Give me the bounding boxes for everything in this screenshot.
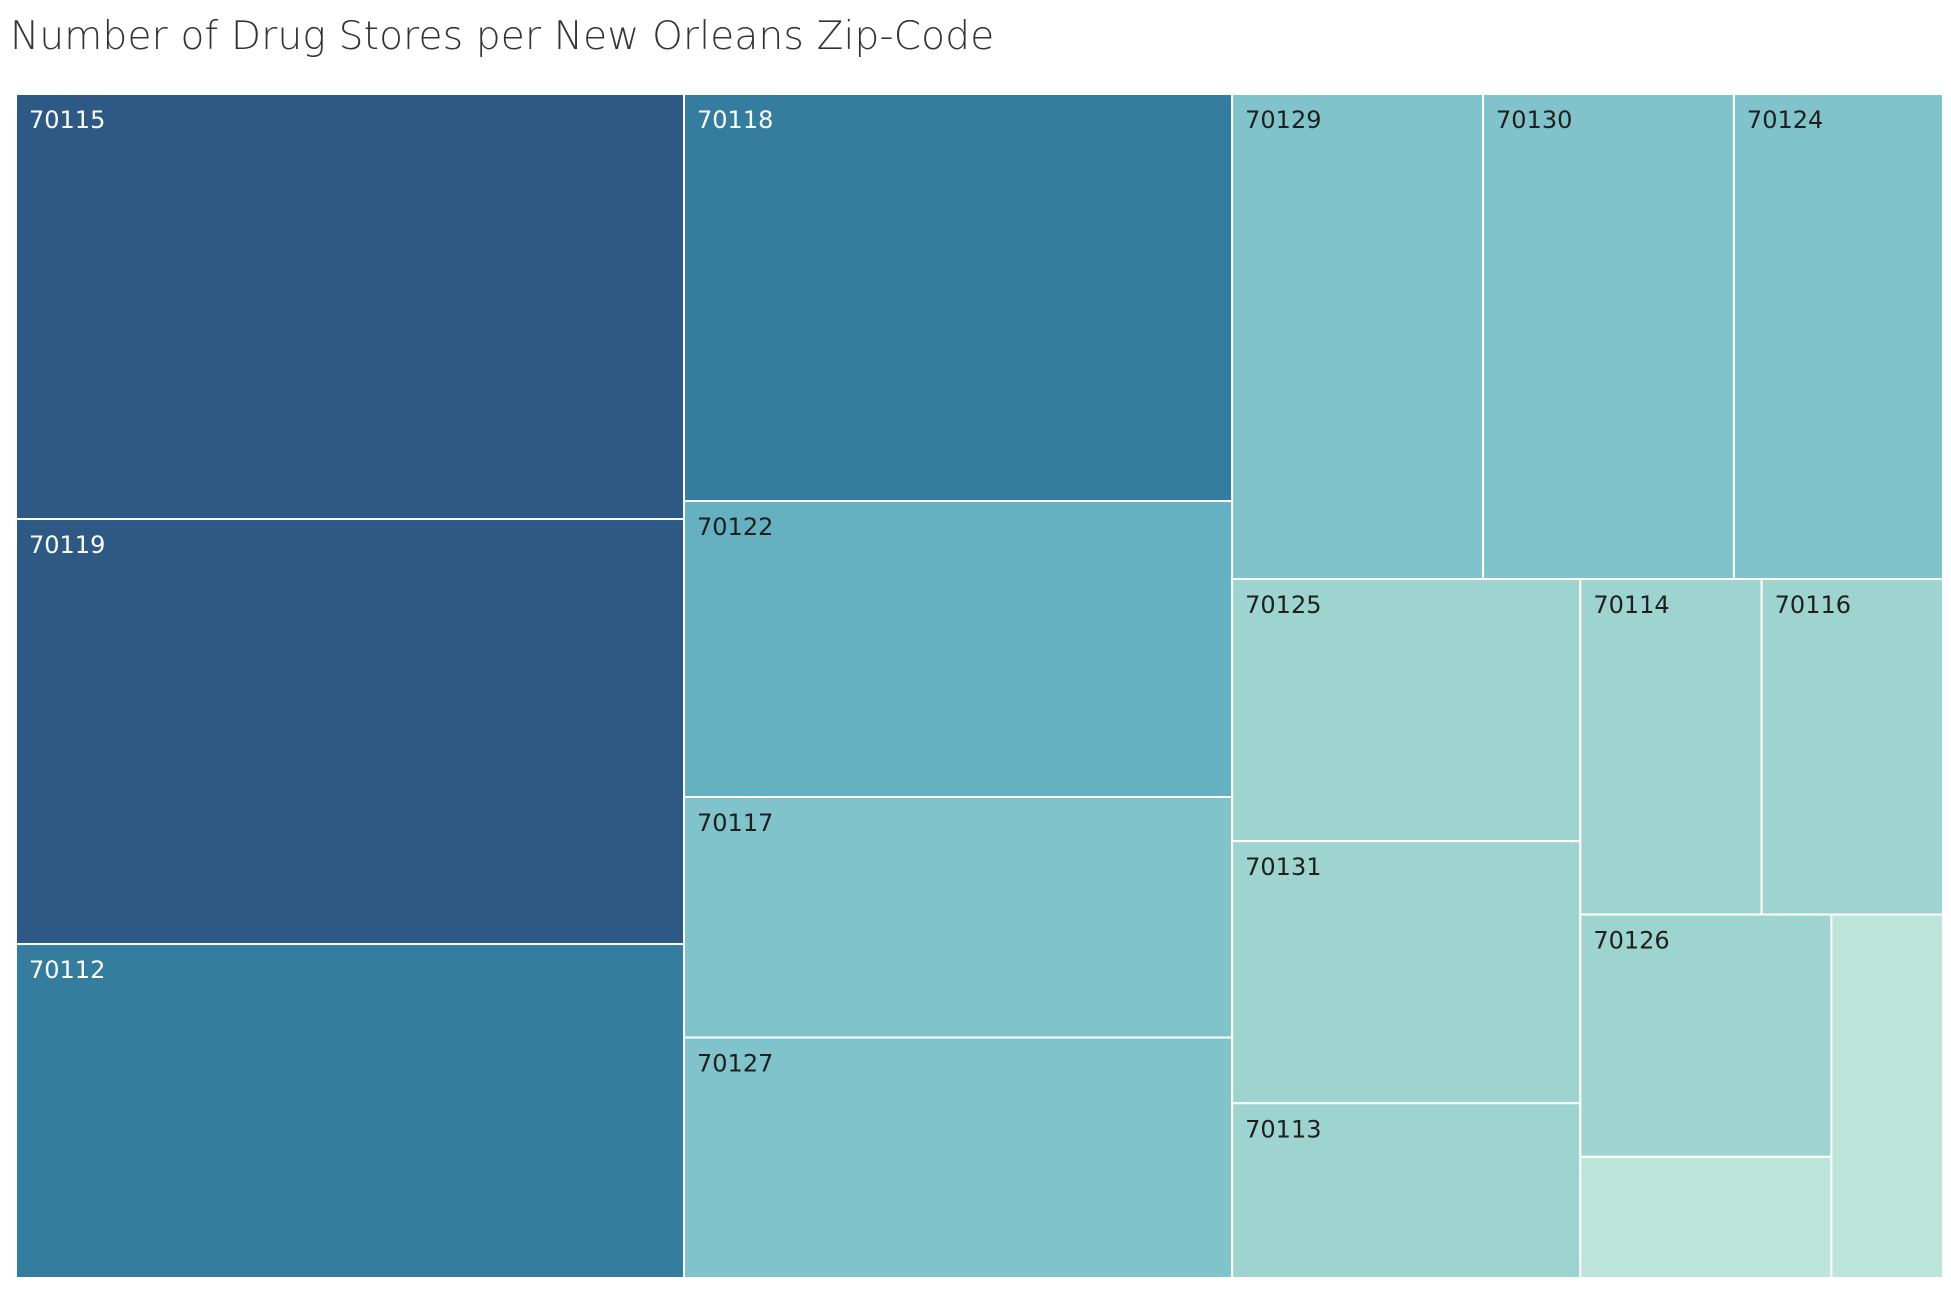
treemap-cell[interactable] <box>683 500 1234 798</box>
treemap-cell-label: 70114 <box>1593 591 1669 619</box>
treemap-cell-label: 70131 <box>1245 853 1321 881</box>
treemap-cell-label: 70119 <box>29 531 105 559</box>
treemap-cell[interactable] <box>1231 93 1485 581</box>
chart-title: Number of Drug Stores per New Orleans Zi… <box>10 14 995 59</box>
treemap-cell[interactable] <box>1579 1155 1833 1279</box>
treemap-cell[interactable] <box>1760 578 1945 916</box>
treemap-cell[interactable] <box>1231 1102 1582 1280</box>
treemap-cell[interactable] <box>15 943 686 1279</box>
treemap-cell[interactable] <box>1482 93 1735 581</box>
treemap-cell[interactable] <box>1231 578 1582 843</box>
treemap-cell-label: 70124 <box>1747 106 1823 134</box>
treemap-cell-label: 70113 <box>1245 1115 1321 1143</box>
treemap-cell[interactable] <box>1830 913 1944 1279</box>
treemap-cell[interactable] <box>1579 578 1763 916</box>
treemap-cell[interactable] <box>683 93 1234 502</box>
treemap-cell-label: 70125 <box>1245 591 1321 619</box>
treemap-cell[interactable] <box>683 1036 1234 1279</box>
treemap-cell[interactable] <box>1732 93 1944 581</box>
treemap-cell-label: 70115 <box>29 106 105 134</box>
treemap-cell[interactable] <box>15 93 686 521</box>
treemap-cell[interactable] <box>683 796 1234 1039</box>
treemap-cell-label: 70122 <box>697 513 773 541</box>
treemap-cell-label: 70127 <box>697 1050 773 1078</box>
treemap-cell[interactable] <box>15 518 686 946</box>
treemap-cell-label: 70112 <box>29 956 105 984</box>
treemap-cell-label: 70129 <box>1245 106 1321 134</box>
treemap-cell[interactable] <box>1231 840 1582 1105</box>
treemap-cell-label: 70117 <box>697 809 773 837</box>
treemap-cell-label: 70126 <box>1593 927 1669 955</box>
treemap-cell-label: 70116 <box>1775 591 1851 619</box>
treemap-cell-label: 70130 <box>1496 106 1572 134</box>
treemap-cell-label: 70118 <box>697 106 773 134</box>
